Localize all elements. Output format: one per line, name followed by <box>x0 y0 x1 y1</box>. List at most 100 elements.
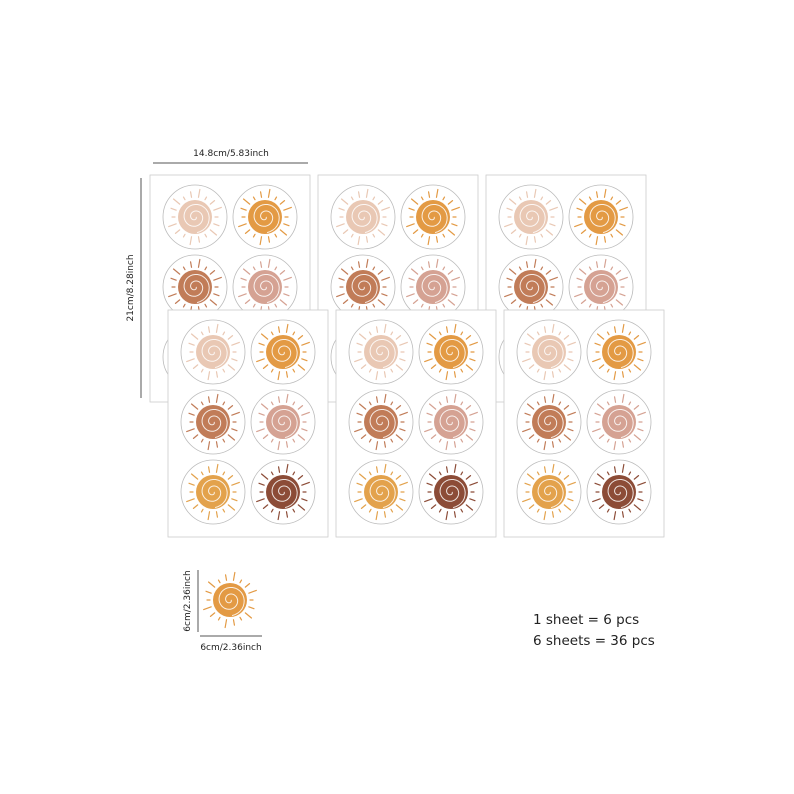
sun-spiral <box>351 274 378 304</box>
sun-sticker <box>180 319 246 385</box>
sun-disc <box>434 405 468 439</box>
sun-ray <box>182 303 186 308</box>
sun-ray <box>633 475 640 480</box>
sun-ray <box>357 261 361 268</box>
sun-ray <box>628 508 632 513</box>
sun-sticker <box>162 254 228 320</box>
sun-ray <box>285 323 289 333</box>
sun-ray <box>356 342 363 346</box>
sun-disc <box>602 405 636 439</box>
sun-ray <box>465 434 474 441</box>
sun-ray <box>395 475 402 480</box>
sun-sticker <box>418 389 484 455</box>
sun-ray <box>259 261 263 268</box>
sun-ray <box>207 326 211 333</box>
sun-spiral <box>183 204 210 234</box>
sun-ray <box>244 583 251 588</box>
sun-ray <box>227 475 234 480</box>
sun-disc <box>266 405 300 439</box>
sun-ray <box>510 299 517 304</box>
sun-ray <box>274 196 278 201</box>
sun-ray <box>545 229 554 236</box>
sun-ray <box>262 434 269 439</box>
sun-ray <box>525 236 529 246</box>
sun-ray <box>285 393 289 403</box>
sun-ray <box>372 196 376 201</box>
sun-ray <box>301 498 308 502</box>
sun-ray <box>610 196 614 201</box>
sun-ray <box>259 236 263 246</box>
sun-sticker <box>348 459 414 525</box>
sun-ray <box>172 198 181 205</box>
sun-spiral <box>589 274 616 304</box>
sun-ray <box>368 508 372 513</box>
sun-ray <box>381 223 388 227</box>
sun-ray <box>576 277 583 281</box>
sun-ray <box>453 371 457 378</box>
sun-ray <box>174 229 181 234</box>
sun-ray <box>377 200 384 205</box>
sun-ray <box>354 428 363 433</box>
sun-ray <box>469 481 478 486</box>
sun-ray <box>543 511 547 521</box>
sun-ray <box>231 481 240 486</box>
sun-ray <box>438 331 442 336</box>
sun-ray <box>192 434 199 439</box>
sun-ray <box>430 364 437 369</box>
sun-ray <box>551 371 555 378</box>
sun-ray <box>545 270 552 275</box>
sun-ray <box>217 579 221 584</box>
sun-ray <box>420 266 424 271</box>
sheet-width-dimension: 14.8cm/5.83inch <box>153 149 308 164</box>
sun-ray <box>232 619 236 626</box>
sun-ray <box>442 196 446 201</box>
sun-spiral <box>201 339 228 369</box>
sun-disc <box>602 335 636 369</box>
sun-ray <box>567 481 576 486</box>
sun-ray <box>424 498 433 503</box>
sun-sticker <box>586 389 652 455</box>
sun-ray <box>240 277 247 281</box>
sun-ray <box>598 364 605 369</box>
sun-sticker <box>162 184 228 250</box>
sun-ray <box>460 508 464 513</box>
sun-ray <box>260 333 269 340</box>
sun-ray <box>594 482 601 486</box>
sun-ray <box>368 331 372 336</box>
sun-spiral <box>218 587 245 617</box>
sun-disc <box>532 335 566 369</box>
sun-ray <box>451 293 458 297</box>
sun-ray <box>438 368 442 373</box>
sun-ray <box>536 401 540 406</box>
sun-ray <box>399 481 408 486</box>
sun-ray <box>567 411 576 416</box>
sun-ray <box>428 473 437 480</box>
sun-ray <box>460 438 464 443</box>
sun-sticker <box>516 389 582 455</box>
sun-ray <box>445 511 449 521</box>
sun-ray <box>260 473 269 480</box>
sun-ray <box>465 335 472 340</box>
sun-ray <box>252 196 256 201</box>
sun-ray <box>610 233 614 238</box>
sun-ray <box>368 438 372 443</box>
sun-ray <box>170 277 177 281</box>
sun-ray <box>420 233 424 238</box>
sun-ray <box>297 405 304 410</box>
sun-ray <box>533 188 537 198</box>
sun-disc <box>346 200 380 234</box>
sun-ray <box>399 358 406 362</box>
sun-ray <box>283 276 292 281</box>
sun-ray <box>227 504 236 511</box>
sun-ray <box>297 364 306 371</box>
sun-disc <box>196 475 230 509</box>
sun-ray <box>356 482 363 486</box>
dimension-label: 21cm/8.28inch <box>126 254 136 321</box>
sun-ray <box>628 331 632 336</box>
sun-spiral <box>351 204 378 234</box>
sun-ray <box>342 299 349 304</box>
sun-ray <box>215 323 219 333</box>
sun-ray <box>420 303 424 308</box>
sun-ray <box>395 364 404 371</box>
sun-ray <box>465 364 474 371</box>
